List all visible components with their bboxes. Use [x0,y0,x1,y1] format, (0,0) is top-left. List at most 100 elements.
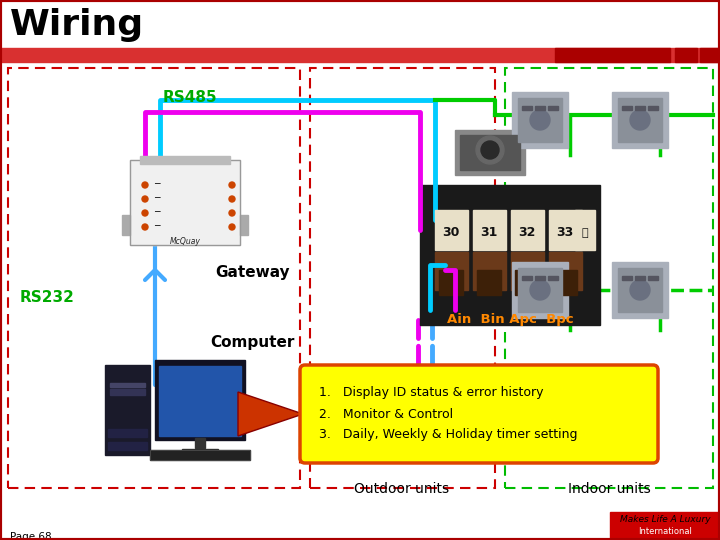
Bar [610,512,720,540]
Bar [108,429,147,437]
Bar [548,276,558,280]
Bar [549,210,582,250]
Bar [555,48,670,62]
Bar [423,408,482,447]
Text: 3.   Daily, Weekly & Holiday timer setting: 3. Daily, Weekly & Holiday timer setting [319,428,577,441]
Bar [310,68,495,488]
Bar [518,268,562,312]
Bar [159,366,241,436]
Bar [612,262,668,318]
Bar [618,268,662,312]
Text: International: International [638,527,692,536]
Circle shape [444,419,460,435]
Bar [675,48,697,62]
Bar [110,383,145,387]
Circle shape [142,196,148,202]
Bar [511,252,544,290]
Text: 2.   Monitor & Control: 2. Monitor & Control [319,408,453,421]
Bar [512,92,568,148]
Text: ⏚: ⏚ [582,228,588,238]
Text: ━━: ━━ [154,225,161,230]
Bar [439,270,463,295]
Circle shape [630,280,650,300]
Bar [622,106,632,110]
Text: ━━: ━━ [154,197,161,201]
Bar [150,450,250,460]
Bar [648,276,658,280]
Circle shape [142,210,148,216]
Circle shape [229,196,235,202]
Text: Indoor units: Indoor units [567,482,650,496]
Bar [549,252,582,290]
Bar [240,215,248,235]
Circle shape [142,224,148,230]
Circle shape [476,136,504,164]
Bar [575,210,595,250]
Bar [473,210,506,250]
Bar [518,98,562,142]
Bar [648,106,658,110]
Circle shape [142,182,148,188]
Bar [435,252,468,290]
Circle shape [530,110,550,130]
Text: 32: 32 [518,226,536,240]
Text: RS485: RS485 [163,90,217,105]
Polygon shape [238,392,303,436]
Bar [522,106,532,110]
Bar [105,365,150,455]
Bar [635,276,645,280]
Bar [195,438,205,448]
Text: Ain  Bin Apc  Bpc: Ain Bin Apc Bpc [446,314,573,327]
Bar [420,405,485,450]
Bar [535,106,545,110]
Bar [548,106,558,110]
Bar [435,210,468,250]
Text: Gateway: Gateway [215,265,289,280]
Bar [477,270,501,295]
Text: Outdoor units: Outdoor units [354,482,449,496]
Text: McQuay: McQuay [170,237,200,246]
FancyBboxPatch shape [300,365,658,463]
Bar [455,130,525,175]
Bar [522,276,532,280]
Circle shape [229,224,235,230]
Bar [535,276,545,280]
Bar [700,48,720,62]
Text: 31: 31 [480,226,498,240]
Text: Makes Life A Luxury: Makes Life A Luxury [620,515,711,524]
Circle shape [630,110,650,130]
Bar [515,270,539,295]
Bar [612,92,668,148]
Circle shape [229,182,235,188]
Circle shape [439,414,465,440]
Circle shape [530,280,550,300]
Bar [505,68,713,488]
Text: ━━: ━━ [154,211,161,215]
Bar [473,252,506,290]
Bar [635,106,645,110]
Bar [140,156,230,164]
Bar [155,360,245,440]
Text: 30: 30 [442,226,459,240]
Text: RS232: RS232 [20,290,75,305]
Bar [0,48,720,62]
Bar [130,160,240,245]
Text: Computer: Computer [210,335,294,350]
Bar [618,98,662,142]
Bar [182,449,218,454]
Text: Wiring: Wiring [10,8,144,42]
Bar [150,450,250,460]
Bar [110,389,145,395]
Bar [122,215,130,235]
Bar [553,270,577,295]
Circle shape [229,210,235,216]
Text: 33: 33 [557,226,574,240]
Text: ━━: ━━ [154,183,161,187]
Bar [512,262,568,318]
Bar [622,276,632,280]
Circle shape [481,141,499,159]
Text: Page 68: Page 68 [10,532,52,540]
Bar [130,160,240,245]
Bar [420,185,600,325]
Bar [108,442,147,450]
